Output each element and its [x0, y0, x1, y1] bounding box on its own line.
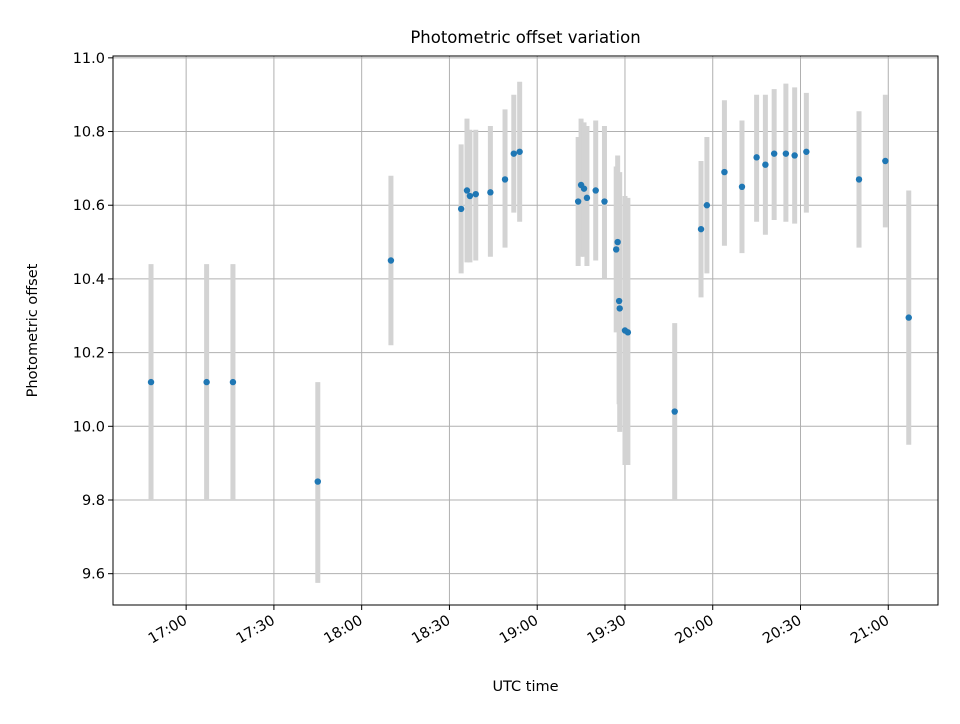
data-point [770, 150, 778, 157]
data-point [803, 148, 810, 155]
data-point [753, 154, 760, 161]
y-tick-label: 10.0 [73, 419, 105, 435]
data-point [616, 305, 623, 312]
data-point [203, 378, 210, 386]
data-point [905, 314, 912, 321]
y-tick-label: 10.6 [73, 198, 105, 214]
data-point [855, 176, 863, 183]
data-point [501, 176, 509, 183]
data-point [147, 378, 155, 386]
data-point [516, 148, 523, 155]
data-point [882, 157, 889, 165]
data-point [510, 150, 517, 157]
plot-area [113, 56, 938, 605]
data-point [314, 478, 321, 485]
data-point [583, 194, 591, 202]
data-point [624, 329, 632, 336]
y-tick-label: 11.0 [73, 51, 105, 67]
data-point [738, 183, 746, 191]
data-point [762, 161, 769, 168]
y-tick-label: 10.8 [73, 125, 105, 141]
data-point [697, 225, 705, 233]
data-point [671, 408, 678, 415]
data-point [457, 205, 465, 213]
data-point [463, 187, 471, 194]
data-point [229, 378, 237, 386]
data-point [791, 152, 798, 159]
data-point [487, 189, 494, 196]
data-point [472, 190, 479, 198]
data-point [721, 168, 728, 176]
y-axis-label: Photometric offset [25, 263, 41, 397]
data-point [615, 297, 623, 305]
grid [113, 56, 938, 605]
data-point [574, 198, 582, 205]
data-point [614, 238, 621, 246]
data-point [387, 257, 395, 264]
data-point [782, 150, 790, 157]
data-points [147, 148, 912, 485]
y-tick-label: 10.4 [73, 272, 105, 288]
x-axis-label: UTC time [492, 679, 558, 695]
y-tick-label: 9.6 [82, 567, 105, 583]
y-tick-label: 9.8 [82, 493, 105, 509]
data-point [703, 202, 711, 209]
data-point [580, 185, 588, 192]
axes-frame [112, 55, 939, 606]
data-point [592, 187, 599, 194]
chart-title: Photometric offset variation [410, 28, 640, 47]
y-tick-label: 10.2 [73, 346, 105, 362]
data-point [601, 198, 608, 205]
data-point [612, 246, 620, 253]
data-point [466, 192, 474, 200]
